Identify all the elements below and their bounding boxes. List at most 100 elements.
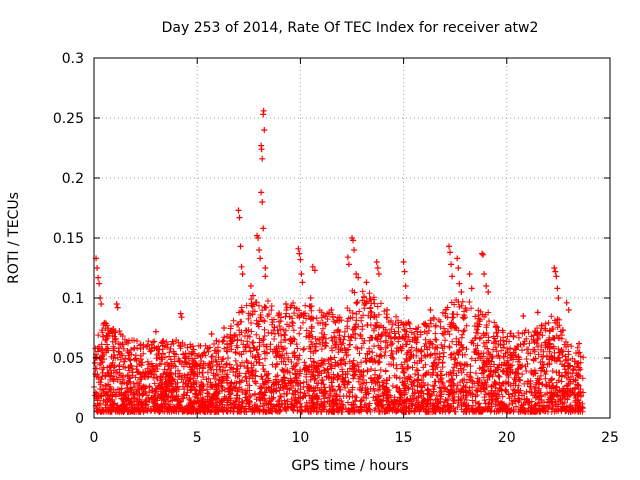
scatter-point	[94, 265, 101, 271]
scatter-point	[563, 299, 570, 306]
scatter-point	[554, 285, 561, 292]
scatter-point	[456, 280, 463, 287]
scatter-point	[576, 340, 583, 347]
scatter-point	[402, 283, 409, 289]
scatter-point	[249, 292, 256, 299]
scatter-point	[375, 271, 382, 277]
scatter-point	[256, 247, 263, 253]
x-axis-ticks: 0 5 10 15 20 25	[90, 58, 619, 446]
scatter-point	[446, 243, 453, 250]
scatter-point	[553, 273, 560, 280]
scatter-point	[355, 274, 362, 281]
scatter-point	[297, 256, 304, 263]
scatter-point	[401, 268, 408, 275]
scatter-point	[262, 273, 269, 280]
scatter-point	[350, 237, 357, 244]
scatter-point	[113, 301, 120, 307]
scatter-point	[534, 309, 541, 316]
scatter-point	[351, 247, 358, 253]
x-tick-label: 25	[601, 430, 619, 446]
scatter-point	[298, 271, 305, 277]
scatter-point	[328, 307, 335, 313]
scatter-point	[374, 265, 381, 271]
scatter-point	[458, 289, 465, 295]
scatter-point	[373, 259, 380, 265]
scatter-point	[485, 289, 492, 295]
scatter-point	[427, 307, 434, 313]
scatter-point	[448, 261, 455, 268]
scatter-point	[565, 307, 572, 313]
scatter-point	[454, 255, 461, 262]
scatter-point	[260, 225, 267, 232]
scatter-point	[114, 304, 121, 311]
scatter-point	[466, 271, 473, 277]
scatter-point	[96, 280, 103, 287]
scatter-point	[481, 271, 488, 277]
scatter-point	[447, 249, 454, 256]
scatter-point	[262, 265, 269, 271]
scatter-point	[178, 314, 185, 321]
scatter-point	[258, 189, 265, 196]
scatter-point	[177, 310, 184, 317]
scatter-point	[307, 295, 314, 301]
y-tick-label: 0.15	[53, 231, 84, 247]
scatter-point	[299, 279, 306, 286]
chart-title: Day 253 of 2014, Rate Of TEC Index for r…	[162, 20, 539, 36]
scatter-point	[480, 251, 487, 258]
scatter-point	[259, 199, 266, 205]
x-tick-label: 0	[90, 430, 99, 446]
scatter-point	[468, 285, 475, 292]
scatter-point	[255, 235, 262, 241]
x-tick-label: 15	[395, 430, 413, 446]
scatter-point	[208, 331, 215, 337]
scatter-point	[152, 328, 159, 335]
scatter-point	[237, 243, 244, 250]
scatter-point	[259, 155, 266, 162]
scatter-point	[296, 250, 303, 257]
scatter-point	[309, 263, 316, 270]
scatter-point	[479, 250, 486, 257]
scatter-point	[520, 313, 527, 319]
y-tick-label: 0	[75, 411, 84, 427]
scatter-point	[235, 207, 242, 214]
scatter-point	[236, 214, 243, 221]
scatter-point	[260, 107, 267, 114]
scatter-point	[311, 267, 318, 274]
x-axis-label: GPS time / hours	[291, 458, 408, 474]
scatter-point	[98, 301, 105, 307]
scatter-point	[95, 274, 102, 281]
scatter-point	[221, 325, 228, 331]
data-points	[91, 107, 587, 415]
scatter-point	[261, 127, 268, 133]
y-axis-label: ROTI / TECUs	[6, 192, 22, 284]
x-tick-label: 5	[193, 430, 202, 446]
scatter-point	[345, 261, 352, 268]
scatter-point	[555, 295, 562, 301]
scatter-point	[247, 283, 254, 289]
y-tick-label: 0.1	[62, 291, 84, 307]
scatter-point	[295, 245, 302, 252]
y-tick-label: 0.3	[62, 51, 84, 67]
y-axis-ticks: 0 0.05 0.1 0.15 0.2 0.25 0.3	[53, 51, 610, 427]
scatter-point	[363, 279, 370, 286]
scatter-point	[344, 254, 351, 261]
scatter-point	[483, 283, 490, 289]
scatter-point	[455, 265, 462, 271]
y-tick-label: 0.25	[53, 111, 84, 127]
scatter-point	[239, 271, 246, 277]
scatter-point	[552, 268, 559, 275]
y-tick-label: 0.05	[53, 351, 84, 367]
scatter-bulk-markers	[91, 287, 587, 415]
y-tick-label: 0.2	[62, 171, 84, 187]
scatter-point	[449, 273, 456, 280]
scatter-point	[403, 295, 410, 301]
x-tick-label: 20	[498, 430, 516, 446]
scatter-point	[400, 259, 407, 265]
scatter-point	[384, 307, 391, 313]
scatter-point	[257, 255, 264, 262]
scatter-point	[238, 263, 245, 270]
scatter-point	[282, 301, 289, 307]
scatter-point	[353, 271, 360, 277]
scatter-point	[551, 265, 558, 271]
